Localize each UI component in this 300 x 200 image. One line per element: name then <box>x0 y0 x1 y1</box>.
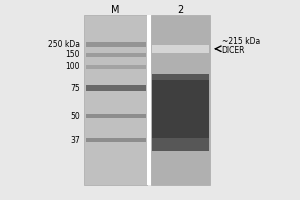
Bar <box>86 114 146 118</box>
Bar <box>84 15 147 185</box>
Bar <box>147 15 152 185</box>
Text: ~215 kDa: ~215 kDa <box>222 37 260 46</box>
Text: 37: 37 <box>70 136 80 145</box>
Text: 100: 100 <box>65 62 80 71</box>
Bar <box>86 53 146 57</box>
Bar <box>86 42 146 47</box>
Text: DICER: DICER <box>222 46 245 55</box>
Bar <box>152 15 210 185</box>
Text: 50: 50 <box>70 112 80 121</box>
Text: 2: 2 <box>178 5 184 15</box>
Bar <box>86 85 146 91</box>
Bar <box>86 138 146 142</box>
Text: M: M <box>111 5 120 15</box>
Text: 75: 75 <box>70 84 80 93</box>
Bar <box>86 65 146 69</box>
Bar <box>152 45 209 53</box>
Text: 150: 150 <box>65 50 80 59</box>
Bar <box>152 74 209 151</box>
Bar <box>152 80 209 138</box>
Text: 250 kDa: 250 kDa <box>48 40 80 49</box>
